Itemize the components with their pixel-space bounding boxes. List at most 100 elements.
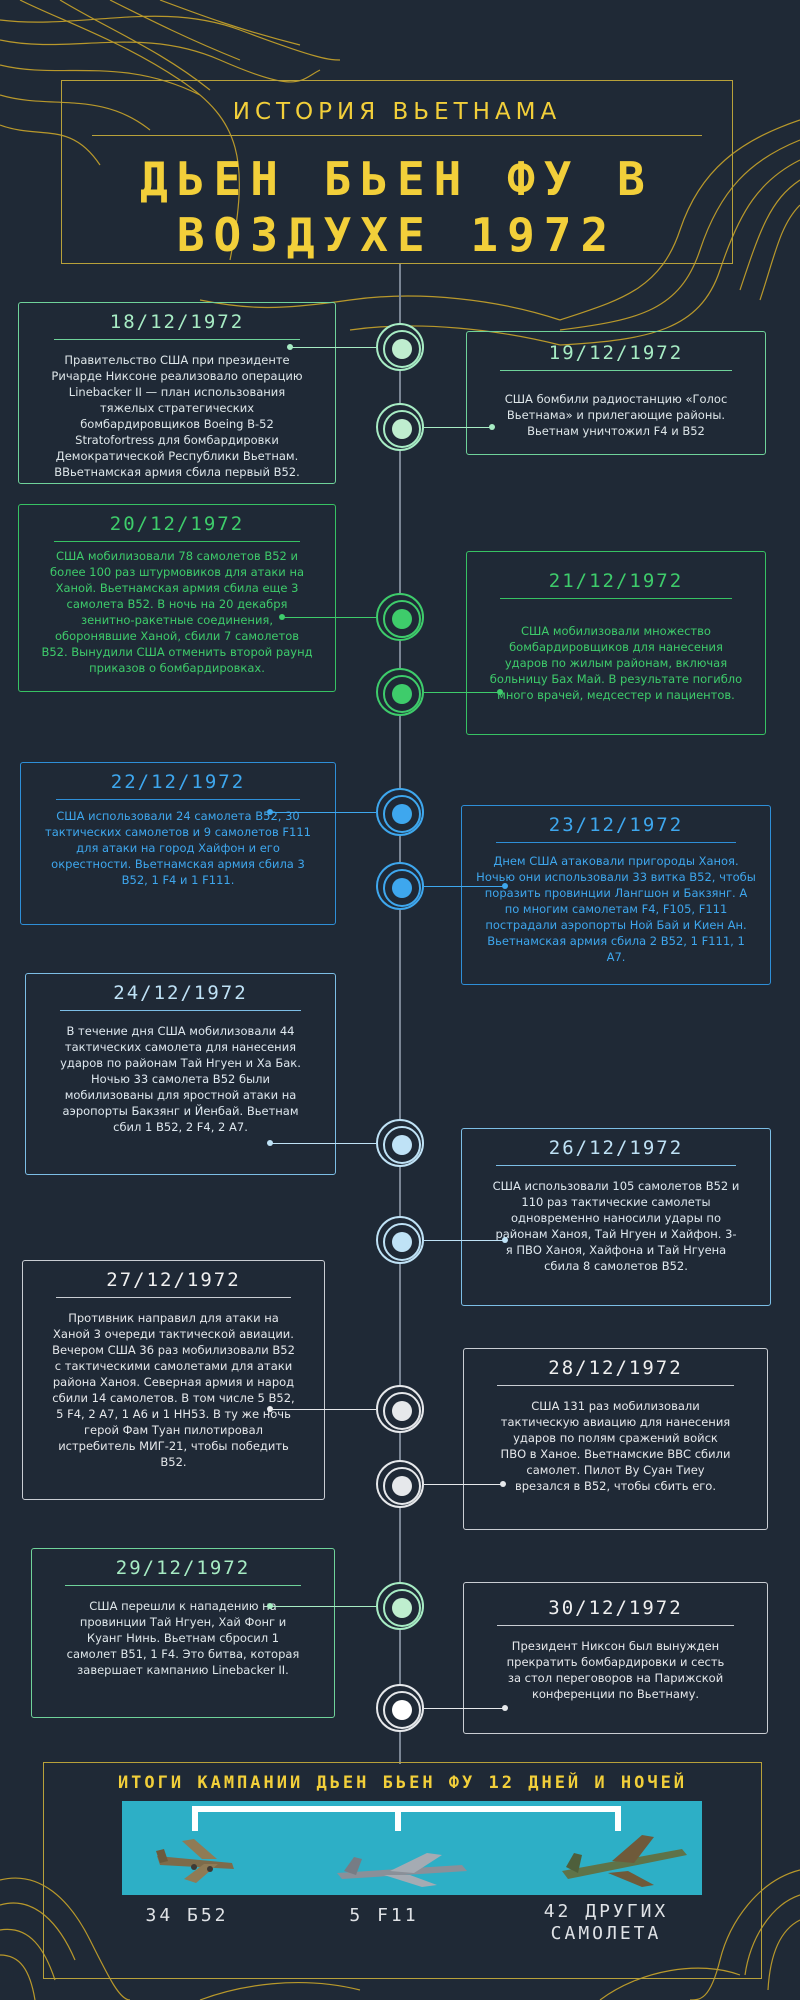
connector-dot [267, 1406, 273, 1412]
f11-count: 5 F11 [349, 1905, 419, 1926]
event-text: США использовали 105 самолетов B52 и 110… [492, 1179, 740, 1273]
header-subtitle: ИСТОРИЯ ВЬЕТНАМА [232, 99, 562, 125]
connector-dot [279, 614, 285, 620]
event-text: США перешли к нападению на провинции Тай… [66, 1599, 300, 1677]
event-text: США использовали 24 самолета B52, 30 так… [45, 809, 311, 887]
node-inner-ring [383, 795, 421, 833]
node-connector [290, 347, 376, 348]
title-line-1: ДЬЕН БЬЕН ФУ В [140, 152, 654, 206]
node-dot [392, 804, 412, 824]
node-connector [270, 812, 376, 813]
event-card-26-12: 26/12/1972 США использовали 105 самолето… [461, 1128, 771, 1306]
node-inner-ring [383, 675, 421, 713]
event-card-19-12: 19/12/1972 США бомбили радиостанцию «Гол… [466, 331, 766, 455]
date-rule [495, 842, 737, 843]
event-date: 30/12/1972 [548, 1597, 683, 1619]
summary-box: ИТОГИ КАМПАНИИ ДЬЕН БЬЕН ФУ 12 ДНЕЙ И НО… [43, 1762, 762, 1979]
node-dot [392, 878, 412, 898]
event-date: 19/12/1972 [548, 342, 684, 364]
fighter-plane-icon [562, 1835, 687, 1887]
date-rule [55, 799, 301, 800]
node-dot [392, 1401, 412, 1421]
connector-dot [502, 1705, 508, 1711]
node-inner-ring [383, 1223, 421, 1261]
event-date: 23/12/1972 [548, 814, 684, 836]
node-dot [392, 1232, 412, 1252]
date-rule [59, 1010, 301, 1011]
connector-dot [502, 883, 508, 889]
node-connector [270, 1143, 376, 1144]
date-rule [497, 1625, 734, 1626]
event-text: США мобилизовали 78 самолетов B52 и боле… [41, 549, 313, 675]
date-rule [499, 598, 733, 599]
header-box: ИСТОРИЯ ВЬЕТНАМА ДЬЕН БЬЕН ФУ В ВОЗДУХЕ … [61, 80, 733, 264]
bracket-icon [192, 1806, 621, 1831]
timeline-node [376, 593, 424, 641]
event-text: В течение дня США мобилизовали 44 тактич… [60, 1024, 301, 1134]
other-aircraft-count: 42 ДРУГИХ САМОЛЕТА [536, 1901, 676, 1945]
timeline-node [376, 1684, 424, 1732]
timeline-axis [399, 264, 401, 1764]
date-rule [495, 1165, 737, 1166]
node-inner-ring [383, 1467, 421, 1505]
page-title: ДЬЕН БЬЕН ФУ В ВОЗДУХЕ 1972 [62, 151, 732, 263]
connector-dot [500, 1481, 506, 1487]
node-dot [392, 419, 412, 439]
node-inner-ring [383, 1691, 421, 1729]
event-text: США 131 раз мобилизовали тактическую ави… [500, 1399, 731, 1493]
node-connector [424, 886, 505, 887]
node-dot [392, 684, 412, 704]
event-date: 28/12/1972 [548, 1357, 683, 1379]
node-connector [270, 1409, 376, 1410]
event-date: 21/12/1972 [548, 570, 684, 592]
event-text: США мобилизовали множество бомбардировщи… [489, 624, 743, 702]
aircraft-illustration [156, 1806, 687, 1887]
node-inner-ring [383, 869, 421, 907]
node-connector [424, 692, 500, 693]
timeline-node [376, 1460, 424, 1508]
node-inner-ring [383, 330, 421, 368]
event-text: США бомбили радиостанцию «Голос Вьетнама… [504, 392, 728, 438]
node-inner-ring [383, 1392, 421, 1430]
event-card-29-12: 29/12/1972 США перешли к нападению на пр… [31, 1548, 335, 1718]
date-rule [53, 339, 301, 340]
event-card-27-12: 27/12/1972 Противник направил для атаки … [22, 1260, 325, 1500]
connector-dot [502, 1237, 508, 1243]
event-date: 22/12/1972 [110, 771, 246, 793]
event-date: 26/12/1972 [548, 1137, 684, 1159]
event-text: Правительство США при президенте Ричарде… [51, 353, 303, 479]
timeline-node [376, 668, 424, 716]
date-rule [53, 541, 301, 542]
node-dot [392, 1700, 412, 1720]
date-rule [499, 370, 733, 371]
node-connector [424, 1240, 505, 1241]
node-inner-ring [383, 1126, 421, 1164]
event-card-23-12: 23/12/1972 Днем США атаковали пригороды … [461, 805, 771, 985]
f111-plane-icon [337, 1853, 467, 1887]
b52-count: 34 Б52 [145, 1905, 229, 1926]
aircraft-panel [122, 1801, 702, 1895]
node-inner-ring [383, 410, 421, 448]
connector-dot [489, 424, 495, 430]
connector-dot [267, 809, 273, 815]
event-card-20-12: 20/12/1972 США мобилизовали 78 самолетов… [18, 504, 336, 692]
date-rule [56, 1297, 291, 1298]
node-inner-ring [383, 600, 421, 638]
event-date: 29/12/1972 [115, 1557, 251, 1579]
event-card-28-12: 28/12/1972 США 131 раз мобилизовали такт… [463, 1348, 768, 1530]
summary-title: ИТОГИ КАМПАНИИ ДЬЕН БЬЕН ФУ 12 ДНЕЙ И НО… [117, 1773, 688, 1793]
timeline-node [376, 1385, 424, 1433]
timeline-node [376, 788, 424, 836]
event-date: 20/12/1972 [109, 513, 245, 535]
timeline-node [376, 1216, 424, 1264]
event-date: 27/12/1972 [106, 1269, 241, 1291]
b52-plane-icon [156, 1839, 234, 1883]
node-connector [424, 1484, 503, 1485]
other-count-line-1: 42 ДРУГИХ [543, 1901, 669, 1922]
header-rule [92, 135, 702, 136]
node-connector [282, 617, 376, 618]
node-connector [270, 1606, 376, 1607]
node-inner-ring [383, 1589, 421, 1627]
timeline-node [376, 1582, 424, 1630]
timeline-node [376, 1119, 424, 1167]
